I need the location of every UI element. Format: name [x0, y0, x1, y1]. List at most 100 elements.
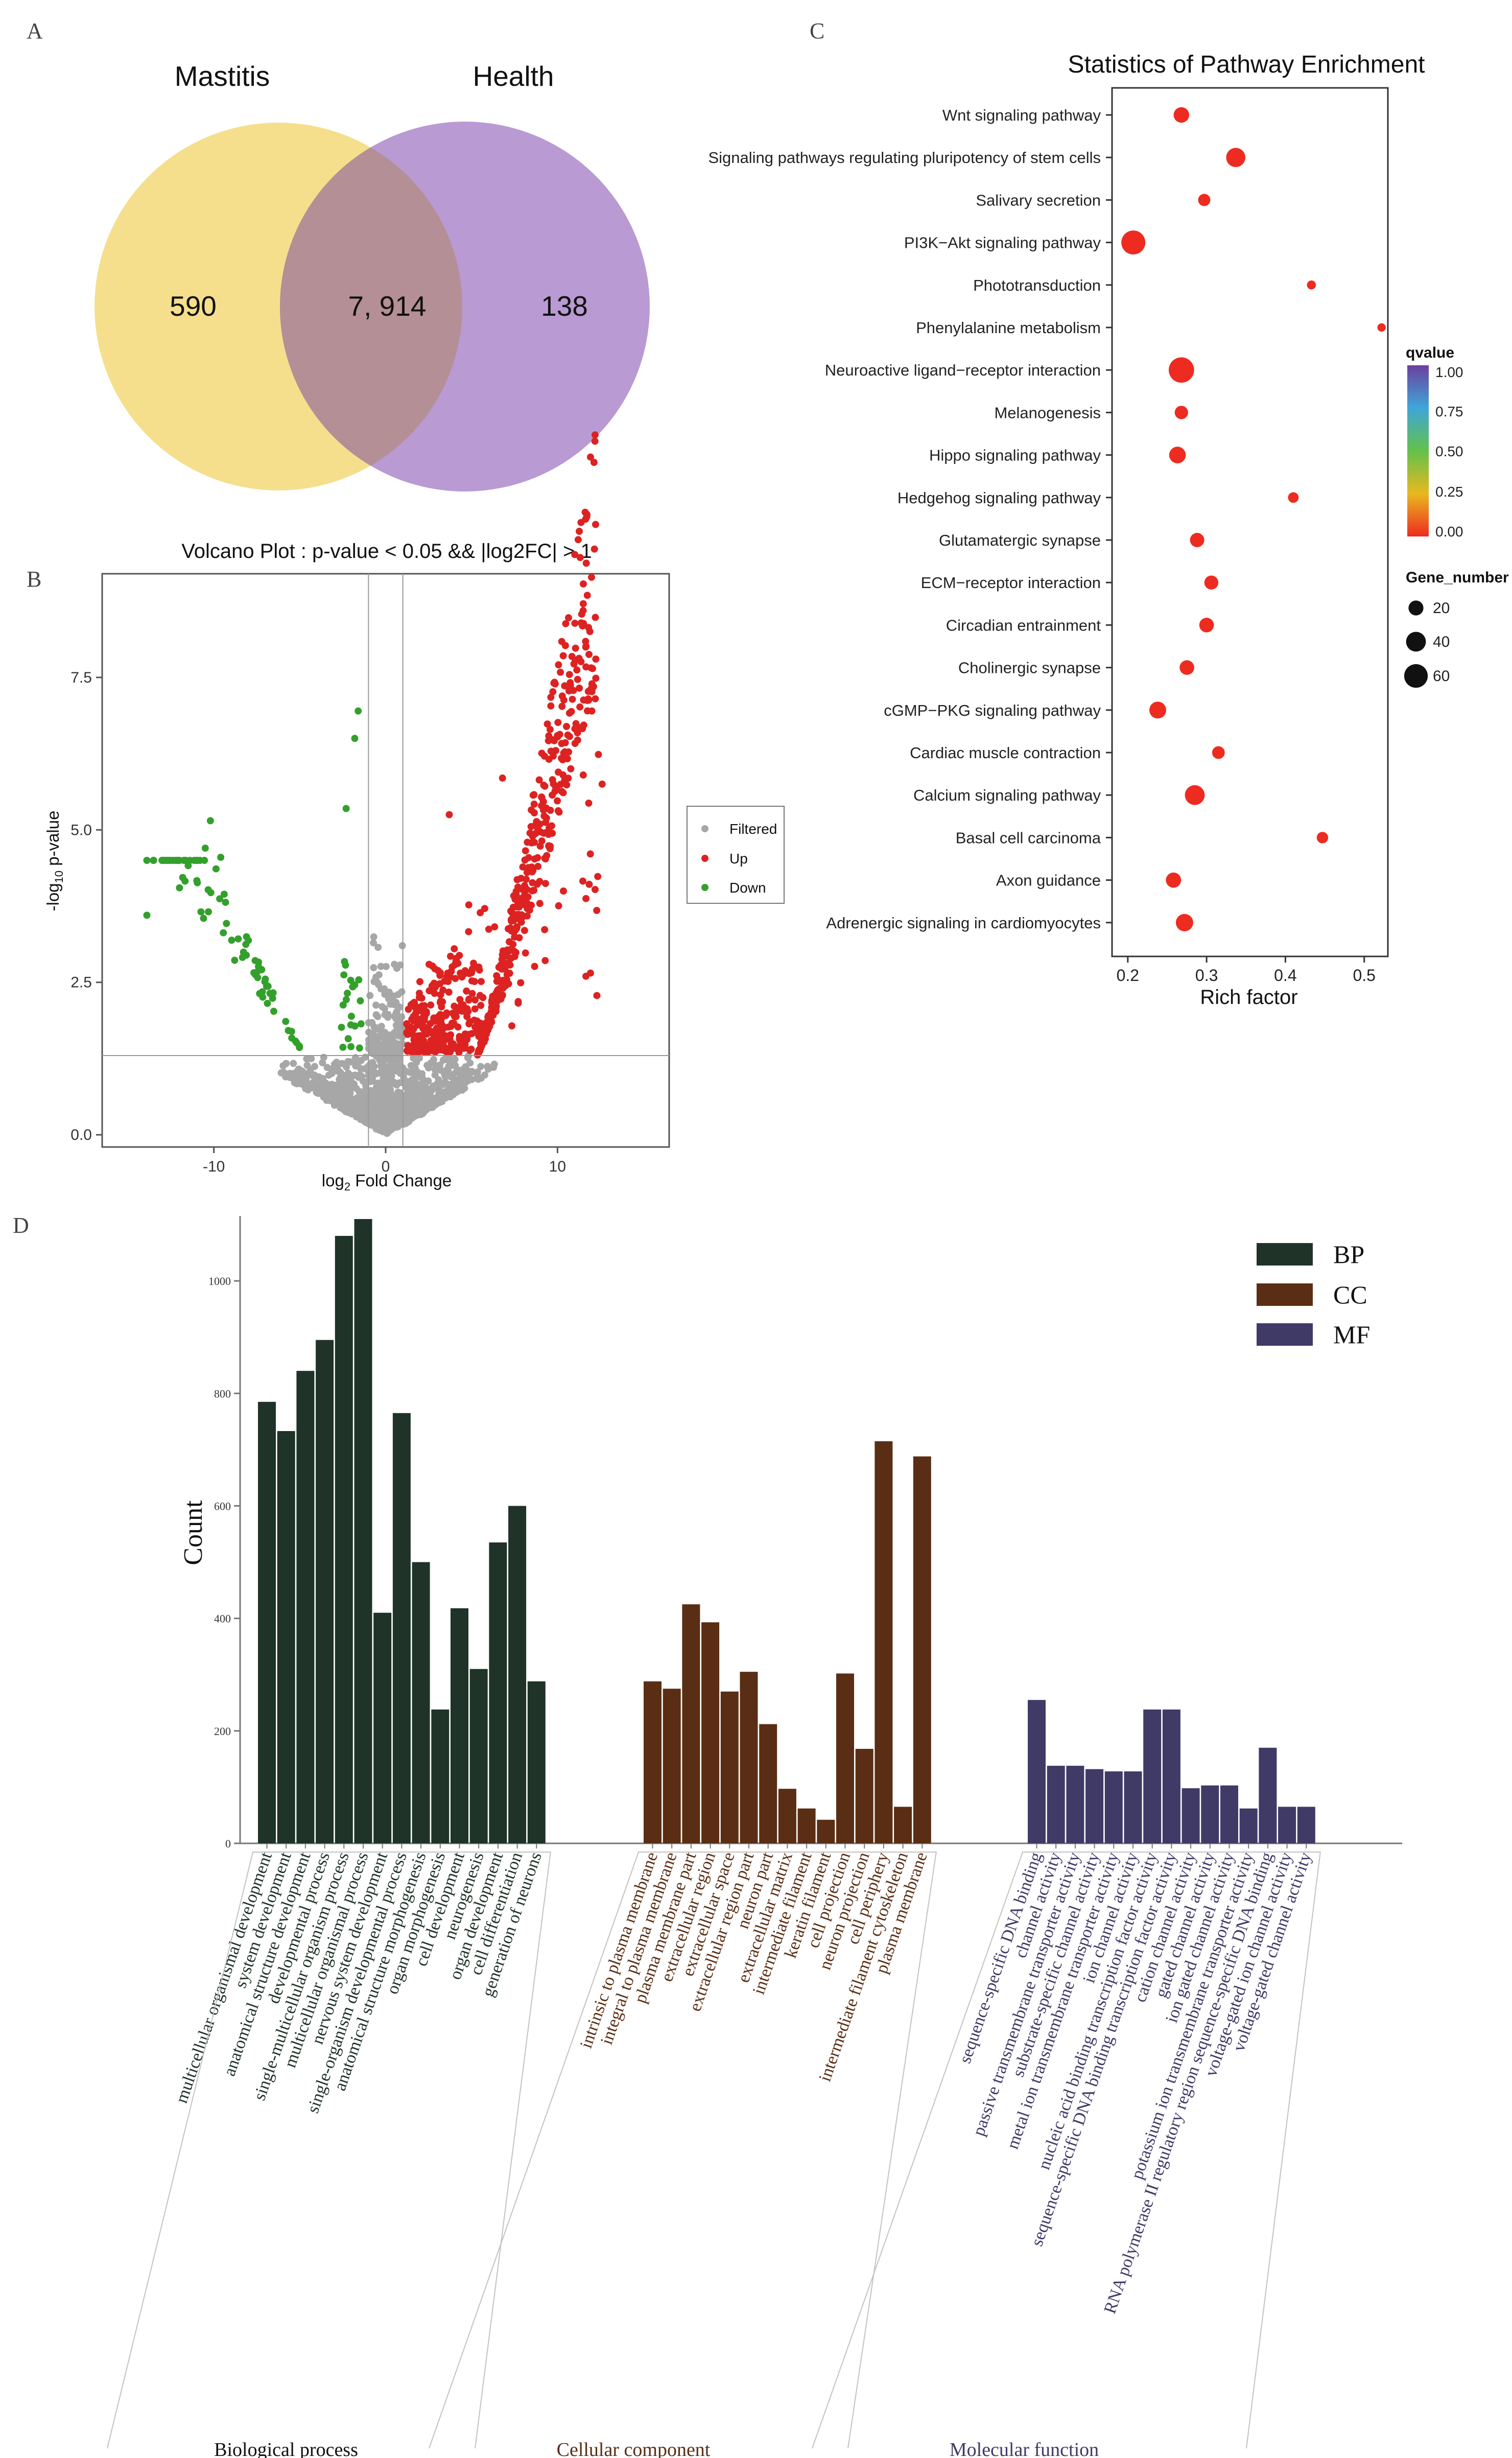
pathway-x-tick-label: 0.4: [1274, 966, 1296, 985]
volcano-point: [524, 838, 531, 846]
pathway-x-tick-label: 0.3: [1195, 966, 1218, 985]
go-bar: [1085, 1769, 1104, 1843]
volcano-point: [565, 614, 572, 622]
volcano-point: [340, 971, 348, 979]
volcano-point: [319, 1090, 326, 1097]
volcano-point: [262, 975, 269, 983]
go-bar: [875, 1441, 893, 1843]
volcano-x-tick-label: 0: [382, 1158, 390, 1175]
volcano-point: [433, 1099, 441, 1107]
volcano-point: [465, 901, 472, 909]
pathway-label: ECM−receptor interaction: [921, 574, 1101, 592]
volcano-point: [572, 644, 579, 652]
venn-count-overlap: 7, 914: [348, 290, 427, 322]
venn-overlap-region: [280, 147, 462, 466]
volcano-point: [336, 1092, 343, 1100]
pathway-label: Phototransduction: [973, 276, 1101, 294]
volcano-point: [436, 1061, 443, 1069]
volcano-point: [438, 1030, 446, 1037]
volcano-point: [569, 695, 576, 703]
volcano-point: [551, 680, 559, 688]
go-group-bracket: [107, 1852, 551, 2449]
volcano-point: [539, 798, 547, 805]
volcano-title: Volcano Plot : p-value < 0.05 && |log2FC…: [181, 540, 592, 563]
volcano-point: [345, 1086, 352, 1094]
volcano-point: [588, 707, 596, 715]
volcano-point: [554, 719, 562, 727]
volcano-point: [423, 1062, 431, 1069]
volcano-point: [163, 857, 171, 864]
pathway-dot: [1198, 194, 1211, 206]
go-bar: [1297, 1807, 1315, 1843]
pathway-dot: [1190, 533, 1204, 547]
go-bar: [894, 1807, 912, 1843]
pathway-dot: [1212, 746, 1225, 759]
volcano-point: [351, 981, 359, 989]
volcano-point: [200, 915, 207, 922]
volcano-point: [381, 1005, 388, 1012]
volcano-point: [451, 1002, 458, 1010]
volcano-point: [297, 1067, 305, 1074]
pathway-dot: [1288, 492, 1299, 503]
qvalue-colorbar: [1407, 365, 1429, 536]
volcano-point: [347, 1013, 355, 1020]
go-bar: [296, 1371, 315, 1843]
volcano-point: [476, 992, 484, 999]
go-bar: [508, 1506, 527, 1843]
volcano-point: [447, 952, 454, 960]
volcano-point: [515, 897, 523, 904]
volcano-point: [194, 879, 201, 886]
volcano-point: [545, 732, 553, 740]
volcano-point: [593, 992, 601, 999]
volcano-point: [426, 1042, 433, 1050]
volcano-point: [529, 791, 537, 799]
volcano-point: [526, 829, 534, 837]
volcano-point: [451, 945, 458, 952]
pathway-label: Calcium signaling pathway: [913, 786, 1101, 804]
volcano-point: [204, 886, 212, 894]
volcano-point: [430, 1028, 438, 1035]
volcano-point: [468, 990, 476, 997]
volcano-plot: Volcano Plot : p-value < 0.05 && |log2FC…: [43, 431, 785, 1193]
volcano-axes: -10 0 10 0.0 2.5 5.0 7.5: [70, 574, 669, 1175]
go-bar: [1162, 1710, 1180, 1843]
volcano-point: [349, 1105, 357, 1113]
volcano-point: [296, 1044, 303, 1051]
volcano-point: [379, 1049, 386, 1057]
pathway-label: Neuroactive ligand−receptor interaction: [825, 361, 1101, 379]
volcano-point: [437, 1011, 444, 1018]
volcano-point: [452, 1069, 460, 1076]
volcano-point: [420, 1044, 427, 1051]
volcano-point: [443, 1048, 451, 1056]
pathway-dot: [1166, 872, 1182, 888]
volcano-point: [550, 737, 558, 744]
volcano-point: [546, 725, 554, 733]
volcano-point: [584, 695, 592, 703]
volcano-point: [476, 966, 483, 974]
volcano-point: [582, 972, 589, 980]
volcano-point: [216, 895, 224, 903]
volcano-point: [585, 624, 593, 631]
volcano-point: [563, 781, 571, 789]
volcano-point: [459, 1001, 467, 1009]
volcano-point: [585, 650, 593, 658]
volcano-point: [574, 675, 581, 683]
pathway-dot: [1307, 280, 1316, 290]
volcano-points: [143, 431, 606, 1137]
volcano-point: [582, 895, 590, 902]
volcano-point: [582, 559, 590, 567]
volcano-point: [205, 908, 212, 916]
go-bar: [1201, 1785, 1219, 1843]
volcano-point: [390, 1123, 397, 1131]
volcano-point: [255, 958, 263, 966]
go-y-tick-label: 800: [214, 1387, 231, 1400]
volcano-point: [333, 1059, 340, 1066]
pathway-dot: [1149, 701, 1166, 719]
volcano-point: [339, 1043, 347, 1051]
volcano-point: [243, 933, 250, 941]
volcano-point: [433, 1080, 441, 1088]
volcano-point: [239, 953, 246, 961]
volcano-point: [483, 1020, 491, 1028]
